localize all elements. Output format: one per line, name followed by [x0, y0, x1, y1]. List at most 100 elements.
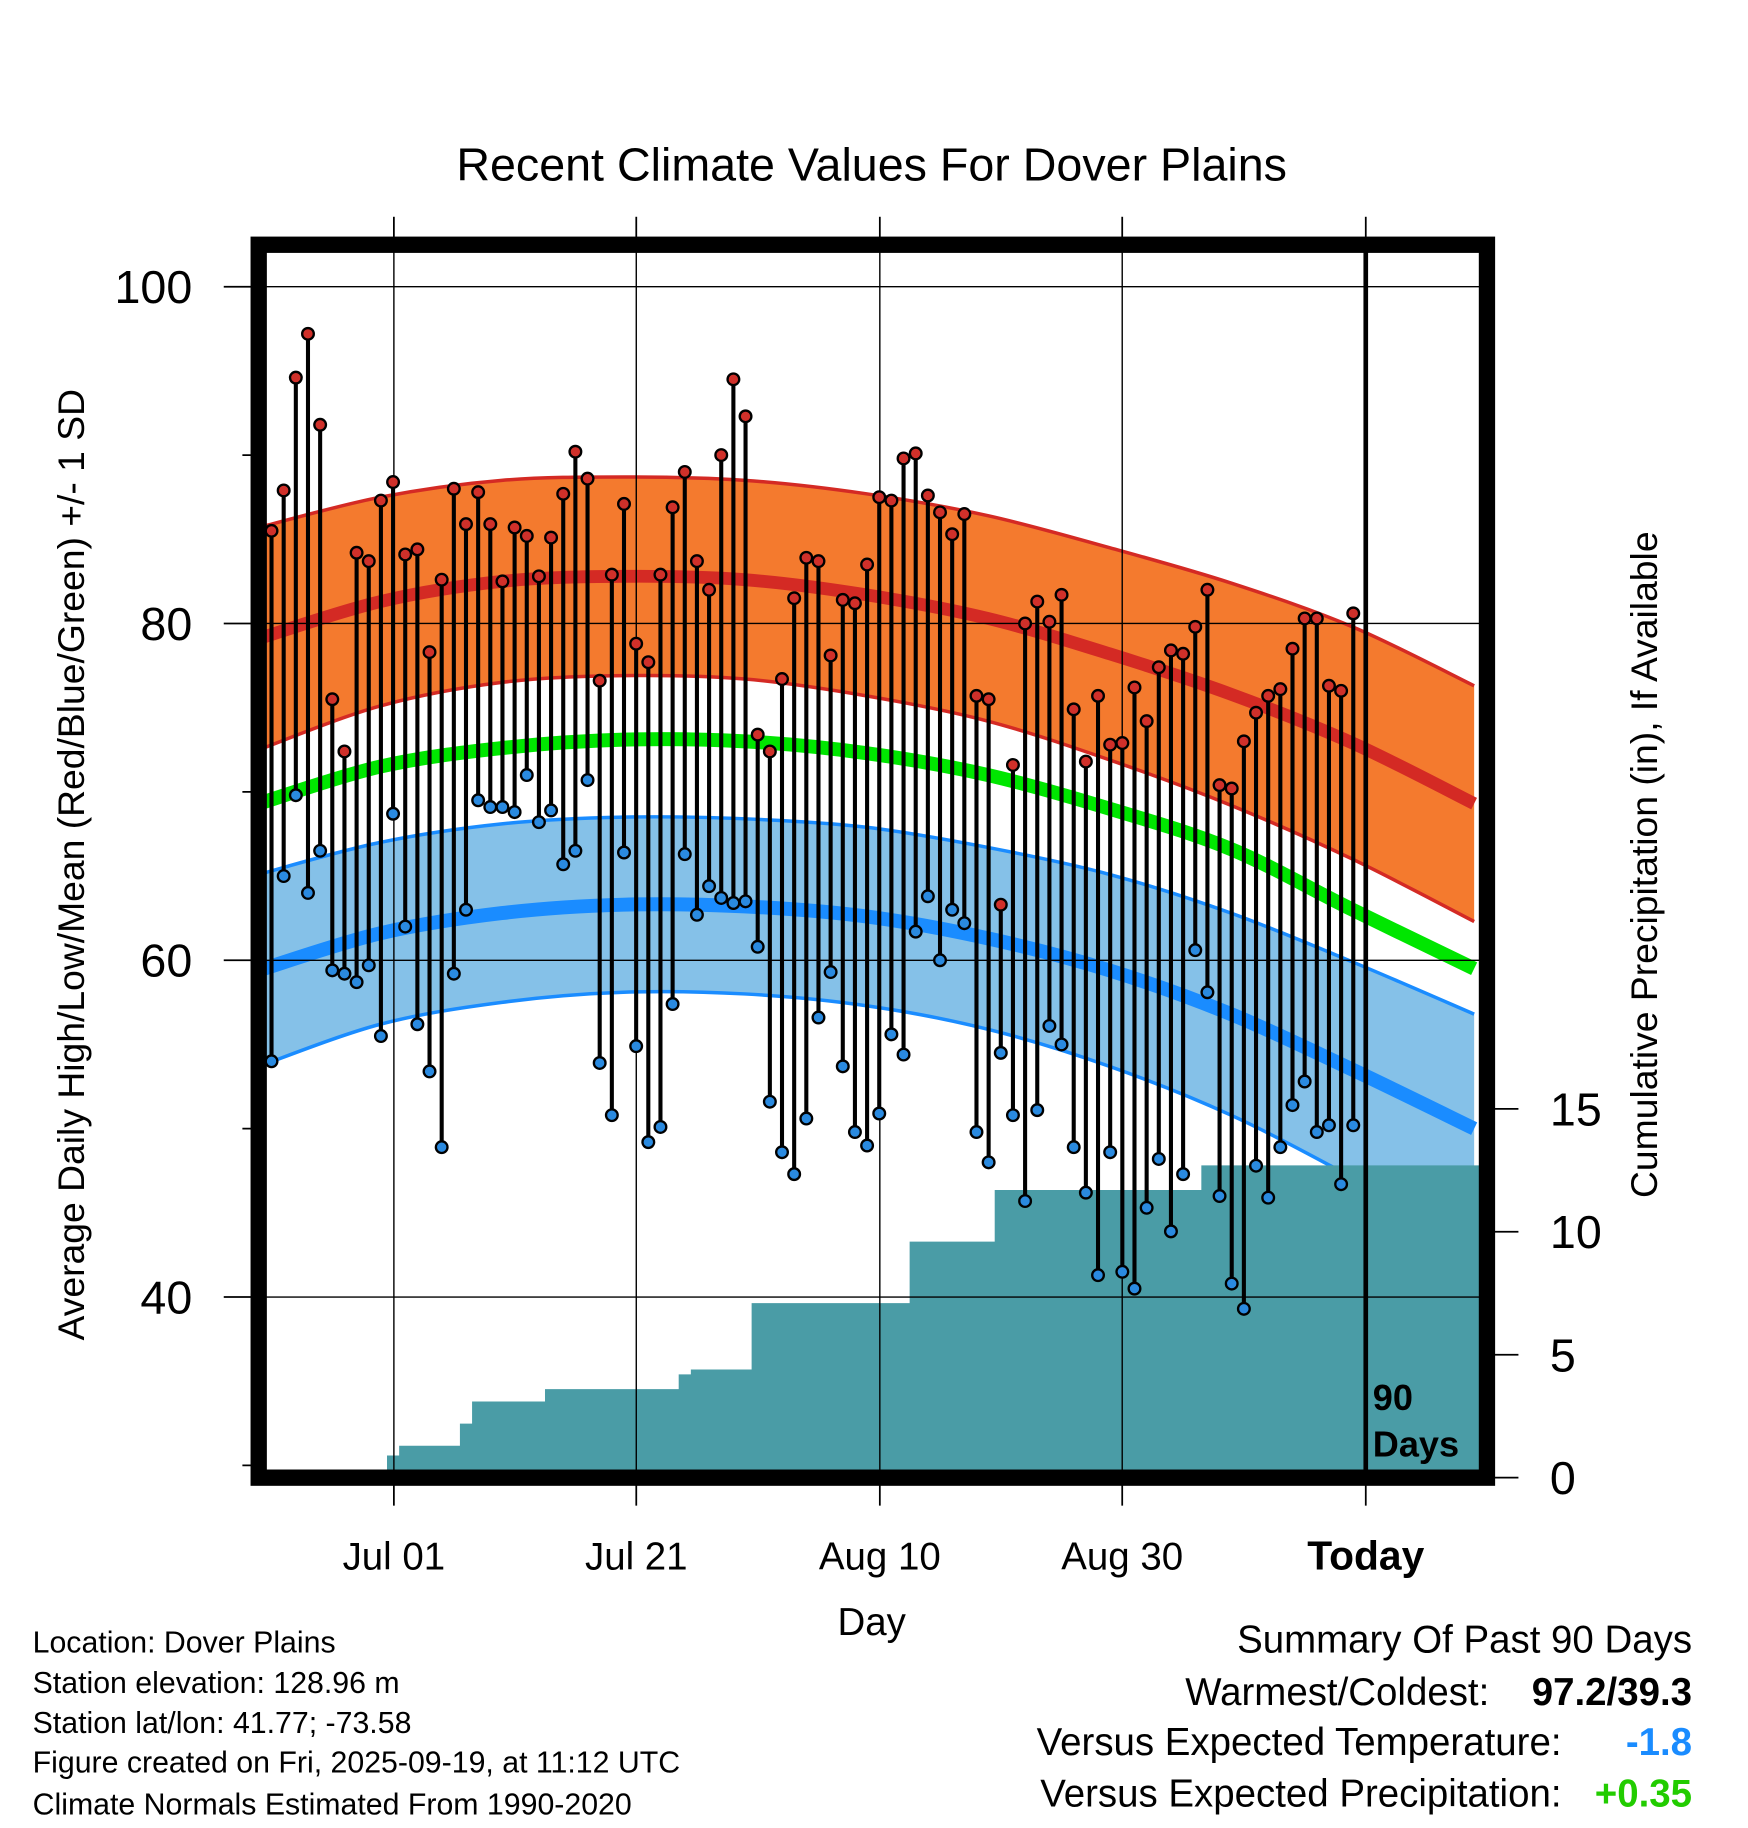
daily-low-point: [1054, 1037, 1069, 1052]
today-marker-label: 90: [1373, 1377, 1413, 1418]
daily-high-point: [1151, 660, 1166, 675]
daily-low-point: [288, 788, 303, 803]
daily-high-point: [689, 554, 704, 569]
warmest-value: 97.2/39.3: [1532, 1671, 1692, 1714]
daily-low-point: [349, 975, 364, 990]
daily-high-point: [823, 648, 838, 663]
daily-high-point: [507, 520, 522, 535]
daily-high-point: [446, 481, 461, 496]
daily-high-point: [1334, 683, 1349, 698]
daily-high-point: [313, 417, 328, 432]
daily-high-point: [1176, 646, 1191, 661]
daily-low-point: [1273, 1140, 1288, 1155]
daily-low-point: [580, 773, 595, 788]
daily-low-point: [1078, 1185, 1093, 1200]
daily-high-point: [872, 490, 887, 505]
daily-high-point: [1163, 643, 1178, 658]
y-axis-label: Average Daily High/Low/Mean (Red/Blue/Gr…: [50, 389, 92, 1340]
daily-low-point: [1285, 1098, 1300, 1113]
daily-low-point: [446, 966, 461, 981]
daily-low-point: [1249, 1158, 1264, 1173]
daily-low-point: [398, 919, 413, 934]
daily-low-point: [1261, 1190, 1276, 1205]
daily-high-point: [1346, 606, 1361, 621]
daily-low-point: [714, 890, 729, 905]
daily-high-point: [993, 897, 1008, 912]
daily-low-point: [726, 896, 741, 911]
daily-high-point: [1091, 688, 1106, 703]
daily-high-point: [1005, 757, 1020, 772]
y2-axis-label: Cumulative Precipitation (in), If Availa…: [1623, 531, 1665, 1198]
daily-low-point: [1042, 1018, 1057, 1033]
daily-low-point: [471, 793, 486, 808]
daily-high-point: [787, 591, 802, 606]
x-axis-label: Day: [837, 1601, 906, 1644]
daily-high-point: [276, 483, 291, 498]
daily-low-point: [1151, 1151, 1166, 1166]
daily-high-point: [1200, 582, 1215, 597]
daily-high-point: [459, 517, 473, 532]
daily-low-point: [361, 958, 376, 973]
x-tick-label: Jul 01: [343, 1536, 446, 1579]
warmest-label: Warmest/Coldest:: [1185, 1671, 1489, 1714]
footer-elevation: Station elevation: 128.96 m: [33, 1667, 400, 1700]
daily-high-point: [1273, 682, 1288, 697]
daily-high-point: [1078, 754, 1093, 769]
daily-low-point: [1297, 1074, 1312, 1089]
daily-low-point: [495, 800, 510, 815]
daily-low-point: [519, 768, 534, 783]
daily-high-point: [495, 574, 510, 589]
daily-low-point: [957, 916, 972, 931]
daily-low-point: [544, 803, 559, 818]
daily-low-point: [981, 1155, 996, 1170]
x-tick-label: Jul 21: [585, 1536, 688, 1579]
daily-high-point: [726, 372, 741, 387]
daily-low-point: [1309, 1125, 1324, 1140]
daily-high-point: [933, 505, 948, 520]
daily-low-point: [1346, 1118, 1361, 1133]
daily-low-point: [860, 1138, 875, 1153]
daily-high-point: [544, 530, 559, 545]
daily-high-point: [1249, 705, 1264, 720]
daily-low-point: [1163, 1224, 1178, 1239]
daily-low-point: [738, 894, 753, 909]
daily-low-point: [945, 902, 960, 917]
daily-low-point: [993, 1045, 1008, 1060]
daily-high-point: [677, 464, 692, 479]
daily-low-point: [1236, 1301, 1251, 1316]
daily-low-point: [1103, 1145, 1118, 1160]
daily-low-point: [410, 1017, 425, 1032]
daily-high-point: [434, 572, 449, 587]
daily-high-point: [1236, 734, 1251, 749]
daily-low-point: [884, 1027, 899, 1042]
daily-low-point: [325, 963, 340, 978]
chart-title: Recent Climate Values For Dover Plains: [456, 139, 1287, 191]
y2-tick-label: 15: [1550, 1084, 1602, 1136]
y-tick-label: 40: [140, 1271, 192, 1323]
precip-departure-value: +0.35: [1595, 1772, 1692, 1815]
daily-low-point: [1127, 1281, 1142, 1296]
plot-frame: [250, 236, 1496, 1486]
daily-high-point: [580, 471, 595, 486]
daily-high-point: [386, 475, 401, 490]
daily-low-point: [1066, 1140, 1081, 1155]
daily-high-point: [835, 592, 850, 607]
daily-high-point: [300, 326, 315, 341]
daily-low-point: [1115, 1264, 1130, 1279]
daily-low-point: [750, 939, 765, 954]
daily-high-point: [398, 547, 413, 562]
daily-low-point: [1091, 1268, 1106, 1283]
daily-high-point: [896, 451, 911, 466]
daily-high-point: [471, 485, 486, 500]
daily-low-point: [459, 902, 473, 917]
daily-low-point: [1200, 985, 1215, 1000]
footer-location: Location: Dover Plains: [33, 1626, 336, 1659]
daily-high-point: [762, 744, 777, 759]
high-sd-band-upper-edge: [258, 475, 1475, 688]
daily-low-point: [641, 1135, 656, 1150]
daily-high-point: [1018, 616, 1033, 631]
daily-low-point: [689, 907, 704, 922]
y2-tick-label: 5: [1550, 1330, 1576, 1382]
daily-high-point: [920, 488, 935, 503]
daily-low-point: [604, 1108, 619, 1123]
